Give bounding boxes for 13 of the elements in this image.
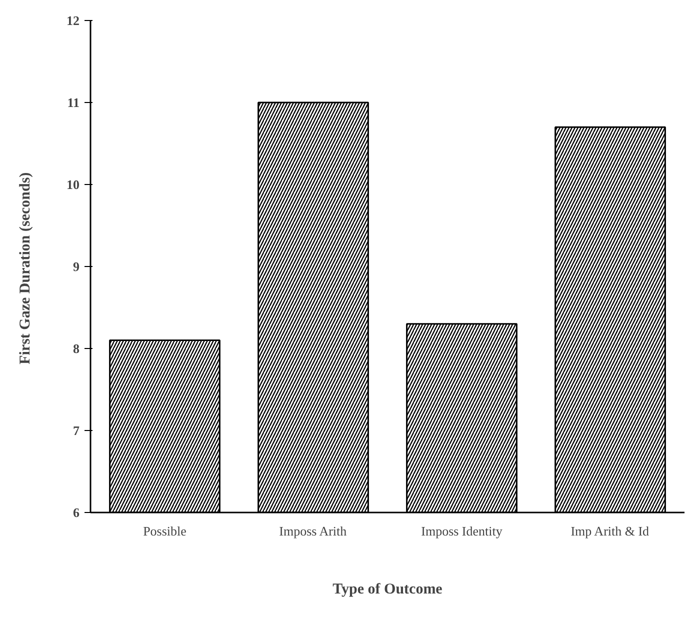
y-tick-label: 12 (66, 13, 80, 28)
x-tick-label: Imposs Arith (279, 524, 348, 538)
x-tick-label: Imposs Identity (421, 524, 503, 538)
y-tick-label: 10 (66, 177, 80, 192)
y-tick-label: 6 (73, 505, 80, 520)
y-tick-label: 9 (73, 259, 80, 274)
x-axis-title: Type of Outcome (332, 582, 443, 598)
y-axis-title: First Gaze Duration (seconds) (18, 172, 34, 364)
y-tick-label: 8 (73, 341, 80, 356)
x-tick-label: Imp Arith & Id (570, 524, 650, 538)
y-tick-label: 7 (73, 423, 80, 438)
y-tick-label: 11 (67, 95, 80, 110)
x-tick-label: Possible (143, 524, 187, 538)
